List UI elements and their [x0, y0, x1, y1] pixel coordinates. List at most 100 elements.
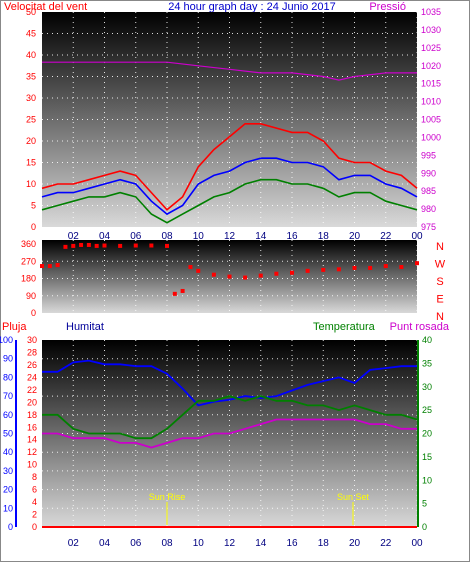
- temperature-tick: 30: [422, 382, 432, 392]
- temperature-tick: 0: [422, 522, 427, 532]
- wind-series: [41, 61, 418, 224]
- direction-point: [227, 274, 232, 279]
- direction-point: [94, 243, 99, 248]
- rain-tick: 18: [27, 410, 37, 420]
- x-tick-label: 06: [130, 538, 142, 549]
- humidity-axis: 0 10 20 30 40 50 60 70 80 90 100: [0, 335, 17, 532]
- x-tick-label: 10: [193, 538, 205, 549]
- humidity-tick: 90: [3, 354, 13, 364]
- direction-tick: 180: [21, 274, 36, 284]
- lower-x-axis: 02 04 06 08 10 12 14 16 18 20 22 00: [68, 538, 423, 549]
- x-tick-label: 12: [224, 538, 236, 549]
- direction-point: [274, 271, 279, 276]
- direction-point: [102, 243, 107, 248]
- direction-point: [383, 264, 388, 269]
- temperature-tick: 10: [422, 475, 432, 485]
- humidity-tick: 20: [3, 485, 13, 495]
- x-tick-label: 22: [380, 538, 392, 549]
- x-tick-label: 00: [411, 538, 423, 549]
- rain-tick: 28: [27, 347, 37, 357]
- rain-tick: 16: [27, 422, 37, 432]
- rain-tick: 4: [32, 497, 37, 507]
- header-left-title: Velocitat del vent: [4, 1, 87, 13]
- label-punt-rosada: Punt rosada: [390, 321, 450, 333]
- x-tick-label: 16: [286, 538, 298, 549]
- x-tick-label: 02: [68, 538, 80, 549]
- direction-point: [336, 267, 341, 272]
- wind-left-tick: 35: [26, 72, 36, 82]
- wind-right-tick: 1015: [421, 79, 441, 89]
- direction-point: [305, 268, 310, 273]
- humidity-tick: 40: [3, 447, 13, 457]
- rain-tick: 2: [32, 510, 37, 520]
- rain-tick: 12: [27, 447, 37, 457]
- humidity-tick: 60: [3, 410, 13, 420]
- series-line: [42, 61, 417, 81]
- wind-right-tick: 1020: [421, 61, 441, 71]
- rain-tick: 24: [27, 372, 37, 382]
- direction-point: [172, 291, 177, 296]
- wind-left-tick: 40: [26, 50, 36, 60]
- wind-plot-area: [42, 12, 417, 227]
- direction-point: [368, 265, 373, 270]
- series-line: [41, 123, 418, 211]
- wind-right-axis: 975 980 985 990 995 1000 1005 1010 1015 1020 1025 1…: [421, 7, 441, 232]
- direction-point: [118, 243, 123, 248]
- direction-point: [415, 261, 419, 266]
- wind-left-tick: 15: [26, 158, 36, 168]
- direction-point: [180, 288, 185, 293]
- rain-tick: 8: [32, 472, 37, 482]
- wind-right-tick: 1005: [421, 115, 441, 125]
- x-tick-label: 14: [255, 231, 267, 242]
- rain-tick: 22: [27, 385, 37, 395]
- temperature-tick: 5: [422, 499, 427, 509]
- direction-tick: 0: [31, 308, 36, 318]
- direction-point: [211, 272, 216, 277]
- direction-point: [55, 263, 60, 268]
- x-tick-label: 06: [130, 231, 142, 242]
- wind-right-tick: 980: [421, 204, 436, 214]
- rain-tick: 26: [27, 360, 37, 370]
- temperature-tick: 20: [422, 429, 432, 439]
- series-line: [42, 359, 417, 407]
- x-tick-label: 22: [380, 231, 392, 242]
- x-tick-label: 04: [99, 231, 111, 242]
- x-tick-label: 16: [286, 231, 298, 242]
- series-line: [41, 178, 418, 224]
- rain-tick: 30: [27, 335, 37, 345]
- temperature-tick: 35: [422, 358, 432, 368]
- direction-point: [290, 270, 294, 275]
- humidity-tick: 30: [3, 466, 13, 476]
- direction-series: [40, 242, 419, 296]
- wind-left-tick: 30: [26, 93, 36, 103]
- x-tick-label: 02: [68, 231, 80, 242]
- wind-grid: [42, 12, 418, 227]
- wind-right-tick: 990: [421, 168, 436, 178]
- direction-point: [149, 243, 154, 248]
- direction-tick: 360: [21, 239, 36, 249]
- x-tick-label: 10: [193, 231, 205, 242]
- humidity-tick: 70: [3, 391, 13, 401]
- wind-left-tick: 0: [31, 222, 36, 232]
- direction-point: [352, 265, 357, 270]
- rain-tick: 10: [27, 460, 37, 470]
- wind-right-tick: 995: [421, 150, 436, 160]
- direction-point: [71, 243, 76, 248]
- rain-tick: 20: [27, 397, 37, 407]
- wind-left-tick: 20: [26, 136, 36, 146]
- humidity-tick: 10: [3, 503, 13, 513]
- direction-point: [47, 264, 52, 269]
- x-tick-label: 14: [255, 538, 267, 549]
- temperature-tick: 15: [422, 452, 432, 462]
- wind-left-tick: 50: [26, 7, 36, 17]
- direction-point: [243, 275, 248, 280]
- temperature-tick: 40: [422, 335, 432, 345]
- series-line: [41, 157, 418, 216]
- wind-right-tick: 1030: [421, 25, 441, 35]
- direction-point: [258, 273, 263, 278]
- x-tick-label: 08: [161, 231, 173, 242]
